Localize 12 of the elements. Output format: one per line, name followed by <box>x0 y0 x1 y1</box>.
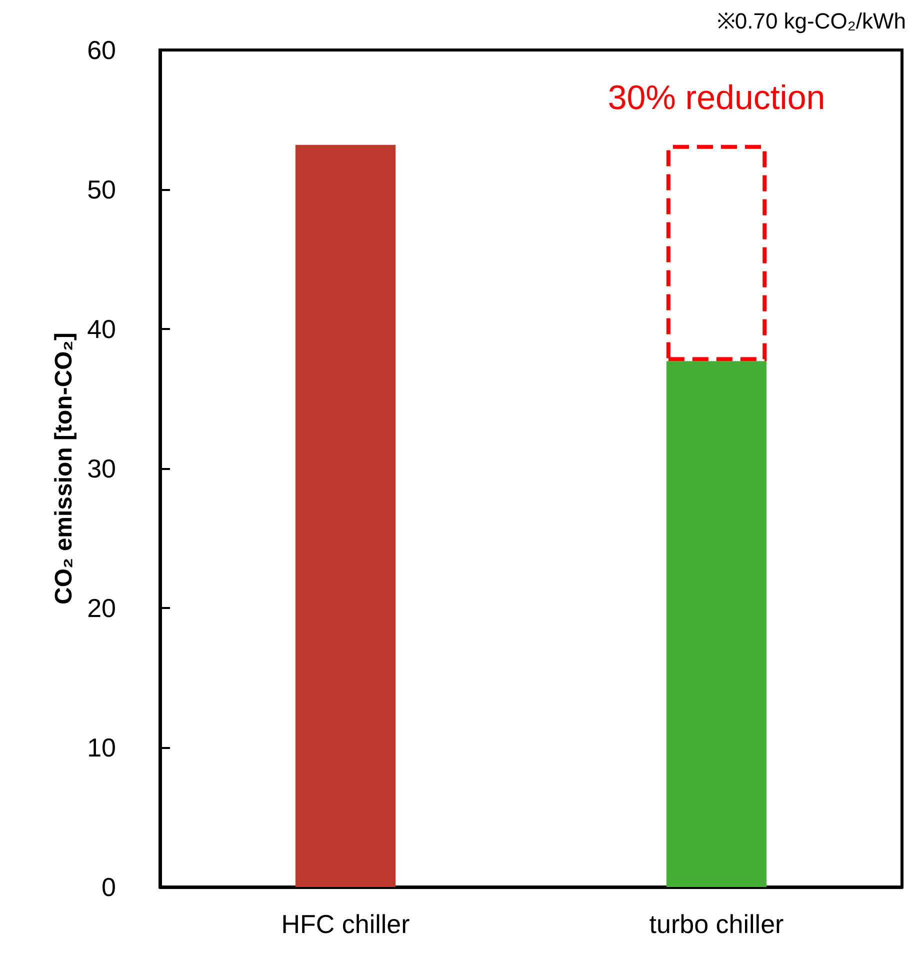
x-tick-label: turbo chiller <box>649 909 784 939</box>
text: ※0.70 kg-CO₂/kWh <box>716 8 906 34</box>
y-tick-label: 40 <box>87 314 116 344</box>
x-tick-label: HFC chiller <box>281 909 410 939</box>
y-tick-label: 20 <box>87 593 116 623</box>
y-tick-label: 0 <box>102 872 116 902</box>
y-tick-label: 30 <box>87 454 116 484</box>
y-tick-label: 10 <box>87 732 116 762</box>
y-tick-label: 60 <box>87 35 116 65</box>
annotation: 30% reduction <box>608 78 826 117</box>
y-axis-title: CO₂ emission [ton-CO₂] <box>50 332 78 604</box>
y-tick-label: 50 <box>87 174 116 204</box>
